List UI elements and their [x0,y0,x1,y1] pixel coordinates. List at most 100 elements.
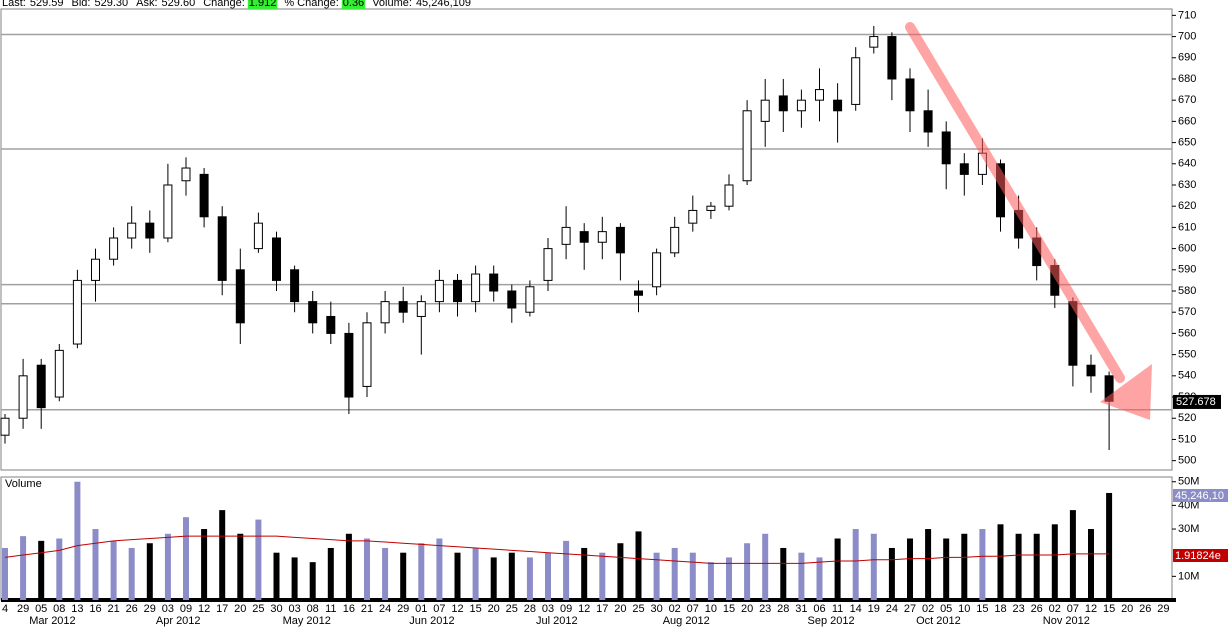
candle-body [380,301,390,324]
x-tick-label: 21 [107,603,119,615]
x-tick-label: 09 [560,603,572,615]
y-tick-label: 660 [1178,115,1196,127]
header-value: 529.59 [30,0,64,9]
volume-bar [798,552,805,600]
y-tick-label: 640 [1178,158,1196,170]
volume-bar [635,531,642,600]
month-label: Aug 2012 [663,615,710,627]
x-tick-label: 23 [759,603,771,615]
x-tick-label: 11 [325,603,336,615]
x-tick-label: 28 [524,603,536,615]
volume-bar [671,547,678,600]
volume-bar [707,562,714,600]
y-tick-label: 620 [1178,200,1196,212]
x-tick-label: 20 [234,603,246,615]
volume-bar [1106,492,1113,600]
month-label: Oct 2012 [916,615,961,627]
x-tick-label: 07 [687,603,699,615]
x-tick-label: 05 [940,603,952,615]
candle-body [308,301,318,324]
volume-tick-label: 10M [1178,570,1199,582]
candle-body [869,36,879,48]
volume-bar [979,529,986,600]
x-tick-label: 12 [451,603,463,615]
x-tick-label: 14 [850,603,862,615]
y-tick-label: 510 [1178,433,1196,445]
y-tick-label: 630 [1178,179,1196,191]
volume-bar [599,552,606,600]
volume-bar [2,547,8,600]
header-label: % Change: [284,0,338,9]
volume-bar [38,540,45,600]
candle-body [833,99,843,112]
header-value: 529.60 [162,0,196,9]
x-tick-label: 16 [343,603,355,615]
x-tick-label: 07 [1067,603,1079,615]
x-tick-label: 15 [1103,603,1115,615]
volume-tick-label: 30M [1178,523,1199,535]
y-tick-label: 500 [1178,455,1196,467]
volume-last-label: 45,246,10 [1175,490,1224,502]
x-tick-label: 26 [126,603,138,615]
volume-bar [563,540,570,600]
last-price-box [1173,394,1221,409]
candle-body [959,163,969,175]
candle-body [344,332,354,398]
y-tick-label: 540 [1178,370,1196,382]
candle-body [1086,364,1096,377]
header-value: 529.30 [94,0,128,9]
volume-bar [870,533,877,600]
candle-body [434,279,444,303]
candle-body [525,286,535,313]
header-label: Change: [203,0,245,9]
volume-bar [56,538,63,600]
volume-bar [219,510,226,600]
volume-bar [726,557,732,600]
volume-bar [1051,524,1058,600]
header-value: 1.912 [249,0,277,9]
y-tick-label: 610 [1178,221,1196,233]
volume-bar [526,557,533,600]
price-panel [0,8,1173,471]
candle-body [362,322,372,387]
header-label: Bid: [72,0,91,9]
candle-body [163,184,173,239]
volume-bar [237,533,244,600]
candle-body [634,290,643,296]
header-highlight [247,0,278,9]
x-tick-label: 20 [614,603,626,615]
volume-last-box [1173,489,1228,502]
header-label: Volume: [372,0,412,9]
volume-bar [273,552,280,600]
candle-body [778,95,788,112]
candle-body [36,364,46,409]
candle-body [272,237,281,281]
x-tick-label: 30 [270,603,282,615]
volume-bar [816,557,823,600]
candle-body [54,349,64,398]
y-tick-label: 690 [1178,52,1196,64]
x-tick-label: 12 [198,603,210,615]
candle-body [181,167,191,182]
x-tick-label: 27 [904,603,916,615]
volume-bar [1015,533,1022,600]
candle-body [471,273,481,303]
candle-body [72,279,82,345]
header-label: Ask: [136,0,157,9]
x-tick-label: 02 [669,603,681,615]
candle-body [127,222,137,239]
x-tick-label: 06 [813,603,825,615]
last-price-label: 527.678 [1176,396,1216,408]
candle-body [815,89,824,101]
candle-body [0,417,10,436]
header-label: Last: [2,0,26,9]
candle-body [253,222,263,250]
volume-bar [364,538,370,600]
x-tick-label: 05 [35,603,47,615]
candle-body [597,231,607,243]
ma-label: 1.91824e [1175,550,1221,562]
y-tick-label: 590 [1178,264,1196,276]
y-tick-label: 570 [1178,306,1196,318]
x-tick-label: 15 [976,603,988,615]
x-tick-label: 03 [288,603,300,615]
